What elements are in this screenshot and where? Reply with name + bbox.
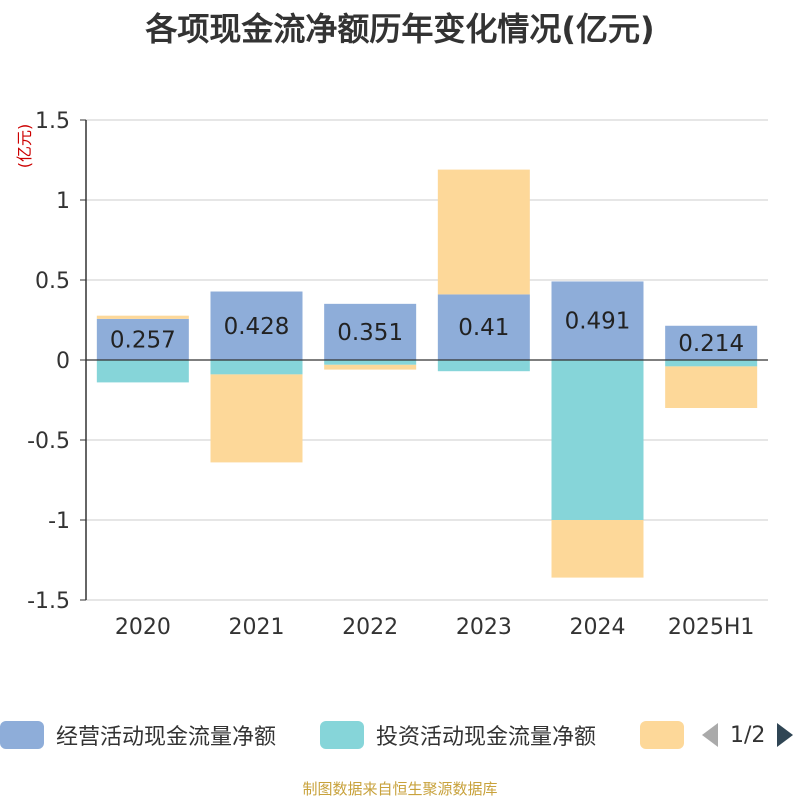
- bar-series2-2021: [210, 374, 303, 463]
- bar-series0-2021: [210, 291, 303, 360]
- x-tick-label: 2024: [570, 615, 626, 640]
- legend-swatch-operating: [0, 721, 44, 749]
- bar-series0-2022: [324, 303, 417, 360]
- x-tick-label: 2023: [456, 615, 512, 640]
- legend-item-investing[interactable]: 投资活动现金流量净额: [320, 718, 596, 752]
- bar-series2-2022: [324, 364, 417, 370]
- bar-series1-2024: [551, 360, 644, 520]
- legend-label-operating: 经营活动现金流量净额: [56, 725, 277, 750]
- data-label: 0.428: [224, 314, 290, 340]
- data-label: 0.41: [458, 315, 509, 341]
- bar-series0-2025H1: [665, 325, 758, 360]
- bar-series2-2020: [96, 315, 189, 319]
- bar-series1-2025H1: [665, 360, 758, 367]
- bar-series2-2025H1: [665, 366, 758, 408]
- legend: 经营活动现金流量净额 投资活动现金流量净额 1/2: [0, 718, 800, 752]
- y-tick-label: 1: [56, 189, 70, 214]
- bar-series0-2024: [551, 281, 644, 360]
- y-tick-label: 1.5: [35, 109, 70, 134]
- bar-series0-2023: [437, 294, 530, 360]
- bar-series2-2024: [551, 520, 644, 578]
- legend-swatch-investing: [320, 721, 364, 749]
- bar-series1-2020: [96, 360, 189, 383]
- data-label: 0.214: [678, 331, 744, 357]
- bar-chart: 1.5 1 0.5 0 -0.5 -1 -1.5 (亿元) 0.257 0.428 0.351 0.4…: [15, 109, 768, 640]
- data-label: 0.351: [337, 320, 403, 346]
- legend-pager: 1/2: [700, 718, 795, 752]
- y-axis-label: (亿元): [15, 124, 34, 169]
- legend-swatch-financing: [640, 721, 684, 749]
- chart-title: 各项现金流净额历年变化情况(亿元): [145, 10, 655, 48]
- bar-series1-2022: [324, 360, 417, 365]
- pager-text: 1/2: [730, 722, 766, 748]
- x-tick-label: 2022: [342, 615, 398, 640]
- source-note: 制图数据来自恒生聚源数据库: [302, 780, 498, 798]
- y-tick-label: -0.5: [27, 429, 70, 454]
- y-tick-label: 0.5: [35, 269, 70, 294]
- bar-series2-2023: [437, 169, 530, 295]
- data-label: 0.257: [110, 327, 176, 353]
- data-label: 0.491: [565, 309, 631, 335]
- bar-series1-2023: [437, 360, 530, 372]
- x-tick-label: 2020: [115, 615, 171, 640]
- bar-series0-2020: [96, 318, 189, 360]
- next-page-icon[interactable]: [775, 721, 795, 749]
- x-tick-label: 2025H1: [668, 615, 755, 640]
- bar-series1-2021: [210, 360, 303, 375]
- legend-item-operating[interactable]: 经营活动现金流量净额: [0, 718, 276, 752]
- legend-label-investing: 投资活动现金流量净额: [376, 725, 597, 750]
- y-tick-label: 0: [56, 349, 70, 374]
- prev-page-icon[interactable]: [700, 721, 720, 749]
- x-tick-label: 2021: [229, 615, 285, 640]
- legend-item-financing[interactable]: [640, 718, 696, 752]
- y-tick-label: -1: [48, 509, 70, 534]
- y-tick-label: -1.5: [27, 589, 70, 614]
